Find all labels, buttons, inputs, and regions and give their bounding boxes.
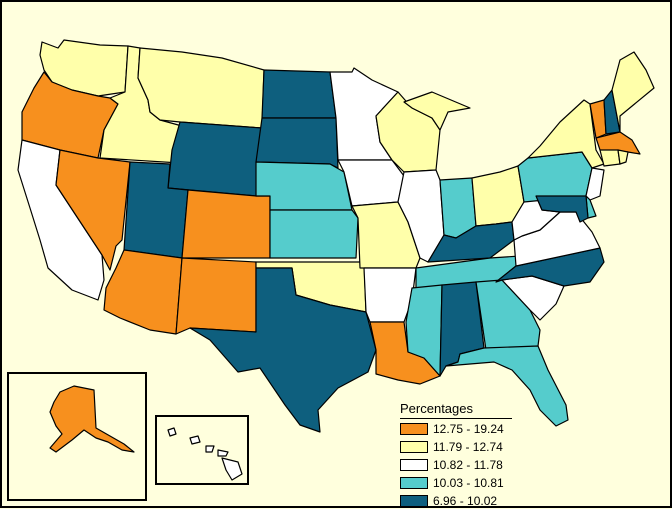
state-mt[interactable]: [137, 47, 265, 129]
state-wy[interactable]: [167, 121, 263, 197]
legend-swatch: [400, 476, 428, 489]
state-ct[interactable]: [599, 149, 621, 167]
legend-label: 12.75 - 19.24: [433, 421, 504, 436]
state-ky[interactable]: [427, 221, 515, 263]
state-fl[interactable]: [445, 345, 569, 427]
state-mi[interactable]: [403, 91, 471, 131]
state-md[interactable]: [535, 195, 589, 223]
state-nv[interactable]: [55, 149, 131, 271]
state-nm[interactable]: [175, 257, 257, 335]
legend-title: Percentages: [400, 401, 512, 419]
legend-swatch: [400, 440, 428, 453]
legend-label: 10.03 - 10.81: [433, 475, 504, 490]
state-pa[interactable]: [517, 151, 593, 203]
legend-item: 10.03 - 10.81: [400, 474, 512, 491]
state-ri[interactable]: [617, 149, 629, 165]
legend-swatch: [400, 458, 428, 471]
legend-label: 6.96 - 10.02: [433, 493, 498, 508]
legend-item: 6.96 - 10.02: [400, 492, 512, 509]
legend-item: 12.75 - 19.24: [400, 420, 512, 437]
legend-label: 11.79 - 12.74: [433, 439, 503, 454]
state-az[interactable]: [103, 249, 183, 335]
state-me[interactable]: [611, 51, 655, 133]
state-co[interactable]: [181, 189, 271, 259]
legend: Percentages 12.75 - 19.24 11.79 - 12.74 …: [400, 401, 512, 509]
legend-item: 11.79 - 12.74: [400, 438, 512, 455]
state-wa[interactable]: [39, 39, 129, 97]
state-ne[interactable]: [255, 161, 353, 211]
state-ks[interactable]: [269, 209, 359, 259]
state-nj[interactable]: [585, 167, 605, 201]
state-tx[interactable]: [189, 267, 377, 433]
legend-swatch: [400, 422, 428, 435]
state-ak[interactable]: [49, 385, 135, 453]
state-hi[interactable]: [167, 427, 243, 481]
state-la[interactable]: [369, 321, 441, 385]
state-nd[interactable]: [261, 69, 337, 119]
legend-item: 10.82 - 11.78: [400, 456, 512, 473]
legend-swatch: [400, 494, 428, 507]
legend-label: 10.82 - 11.78: [433, 457, 503, 472]
state-ny[interactable]: [527, 99, 605, 169]
state-sd[interactable]: [255, 117, 339, 169]
